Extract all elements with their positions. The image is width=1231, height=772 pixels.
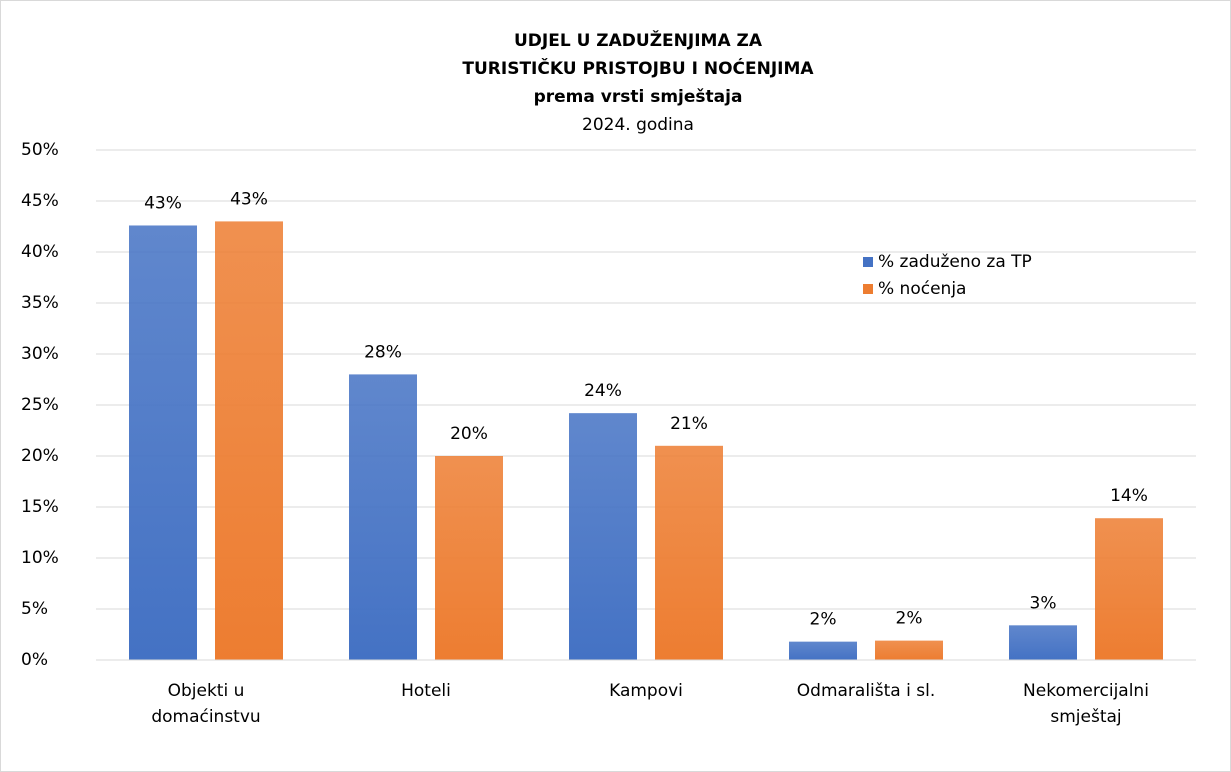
bar bbox=[655, 445, 723, 660]
legend-swatch bbox=[863, 257, 873, 267]
legend-label: % zaduženo za TP bbox=[878, 252, 1032, 272]
x-tick-label: Objekti u domaćinstvu bbox=[151, 681, 261, 727]
bar bbox=[569, 413, 637, 660]
y-tick-label: 0% bbox=[21, 650, 48, 670]
chart-subtitle: 2024. godina bbox=[582, 115, 694, 135]
y-tick-label: 50% bbox=[21, 140, 59, 160]
value-label: 24% bbox=[584, 381, 622, 401]
x-tick-label: Odmarališta i sl. bbox=[796, 681, 936, 701]
x-tick-label: Kampovi bbox=[609, 681, 683, 701]
value-label: 20% bbox=[450, 424, 488, 444]
value-label: 2% bbox=[896, 609, 923, 629]
y-tick-label: 5% bbox=[21, 599, 48, 619]
value-label: 3% bbox=[1030, 593, 1057, 613]
value-label: 28% bbox=[364, 342, 402, 362]
value-label: 43% bbox=[144, 193, 182, 213]
value-label: 2% bbox=[810, 610, 837, 630]
legend-label: % noćenja bbox=[878, 279, 966, 299]
y-tick-label: 35% bbox=[21, 293, 59, 313]
x-tick-label: Nekomercijalni smještaj bbox=[1023, 681, 1149, 727]
bar bbox=[215, 221, 283, 660]
y-tick-label: 30% bbox=[21, 344, 59, 364]
bar bbox=[435, 456, 503, 660]
value-label: 21% bbox=[670, 414, 708, 434]
value-label: 43% bbox=[230, 189, 268, 209]
y-tick-label: 25% bbox=[21, 395, 59, 415]
y-tick-label: 40% bbox=[21, 242, 59, 262]
bar bbox=[129, 225, 197, 661]
bar bbox=[789, 641, 857, 660]
bar bbox=[349, 374, 417, 660]
bar bbox=[875, 640, 943, 660]
bar bbox=[1009, 625, 1077, 660]
y-tick-label: 15% bbox=[21, 497, 59, 517]
value-label: 14% bbox=[1110, 486, 1148, 506]
chart-title: TURISTIČKU PRISTOJBU I NOĆENJIMA bbox=[462, 57, 814, 79]
legend-swatch bbox=[863, 284, 873, 294]
bar bbox=[1095, 518, 1163, 660]
x-tick-label: Hoteli bbox=[401, 681, 451, 701]
y-tick-label: 10% bbox=[21, 548, 59, 568]
y-tick-label: 20% bbox=[21, 446, 59, 466]
y-tick-label: 45% bbox=[21, 191, 59, 211]
chart-title: prema vrsti smještaja bbox=[534, 87, 743, 107]
chart-title: UDJEL U ZADUŽENJIMA ZA bbox=[514, 29, 763, 51]
